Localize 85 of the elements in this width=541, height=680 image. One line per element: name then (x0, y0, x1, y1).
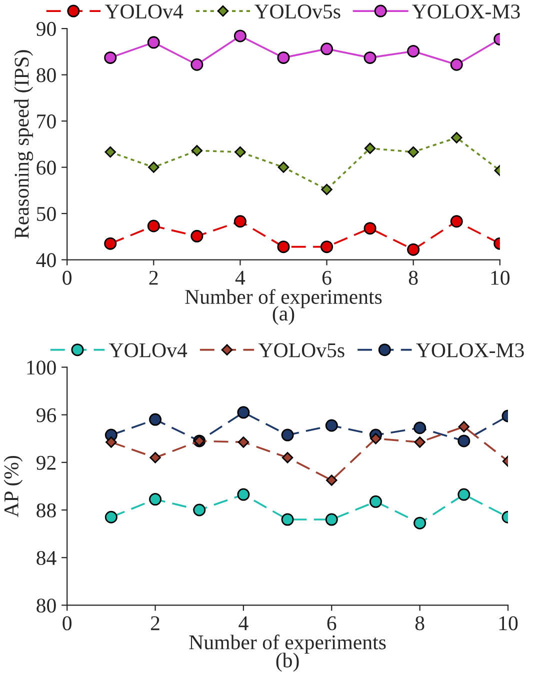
point (458, 434, 470, 448)
point (149, 493, 162, 506)
y-axis-title: AP (%) (4, 456, 23, 518)
point (414, 436, 426, 448)
point (414, 422, 426, 434)
point (191, 145, 203, 156)
x-tick-label: 0 (62, 616, 72, 630)
point (458, 421, 470, 432)
y-tick-label: 70 (37, 114, 56, 128)
point (277, 51, 290, 64)
point (451, 132, 462, 144)
text: (a) (272, 306, 294, 325)
point (238, 436, 250, 448)
y-tick-label: 92 (36, 456, 56, 470)
point (407, 44, 420, 58)
point (282, 452, 294, 464)
point (104, 510, 118, 524)
x-tick-label: 6 (327, 616, 336, 630)
point (234, 146, 246, 158)
point (450, 215, 463, 228)
point (278, 162, 290, 173)
point (408, 146, 419, 158)
legend-label: YOLOv4 (104, 4, 184, 19)
x-tick-label: 2 (149, 270, 158, 285)
point (325, 419, 338, 432)
point (321, 184, 332, 196)
point (369, 495, 382, 508)
point (106, 436, 117, 448)
y-tick-label: 90 (36, 22, 56, 36)
point (147, 36, 160, 49)
point (190, 58, 204, 71)
x-tick-label: 2 (150, 616, 160, 630)
point (281, 513, 294, 526)
legend-label: YOLOv5s (258, 343, 344, 358)
y-tick-label: 50 (37, 206, 56, 221)
point (407, 243, 420, 256)
x-axis-title: Number of experiments (189, 634, 386, 654)
y-tick-label: 96 (36, 408, 56, 422)
point (364, 51, 376, 64)
x-tick-label: 8 (415, 616, 424, 630)
point (277, 240, 290, 254)
y-tick-label: 80 (36, 68, 56, 82)
point (104, 51, 117, 64)
legend-label: YOLOv4 (108, 343, 188, 358)
y-tick-label: 60 (36, 160, 56, 175)
point (370, 432, 382, 444)
point (458, 488, 470, 501)
point (234, 30, 246, 42)
x-tick-label: 4 (238, 616, 248, 630)
y-tick-label: 40 (36, 253, 56, 268)
text: (b) (276, 652, 299, 672)
point (149, 413, 162, 426)
point (364, 142, 376, 154)
point (320, 240, 334, 254)
x-tick-label: 10 (499, 616, 518, 630)
point (147, 220, 160, 232)
point (326, 474, 338, 486)
x-tick-label: 4 (235, 270, 246, 285)
point (281, 428, 294, 442)
point (150, 452, 161, 464)
y-tick-label: 88 (36, 503, 56, 518)
point (450, 58, 463, 71)
point (237, 406, 250, 419)
point (364, 222, 376, 235)
y-tick-label: 84 (36, 550, 56, 566)
legend-label: YOLOX-M3 (412, 4, 520, 19)
y-tick-label: 100 (27, 360, 56, 375)
point (190, 230, 204, 242)
y-tick-label: 80 (36, 598, 56, 613)
point (325, 513, 338, 526)
point (148, 162, 160, 173)
x-tick-label: 6 (322, 270, 332, 285)
x-tick-label: 10 (491, 270, 510, 285)
point (320, 42, 334, 56)
point (237, 488, 250, 501)
point (414, 516, 426, 530)
point (104, 146, 116, 158)
point (104, 237, 117, 250)
point (193, 504, 206, 516)
legend-label: YOLOX-M3 (416, 343, 524, 358)
x-tick-label: 0 (62, 270, 72, 285)
point (234, 215, 246, 228)
x-tick-label: 8 (408, 270, 418, 285)
legend-label: YOLOv5s (254, 4, 340, 19)
y-axis-title: Reasoning speed (IPS) (14, 50, 34, 238)
